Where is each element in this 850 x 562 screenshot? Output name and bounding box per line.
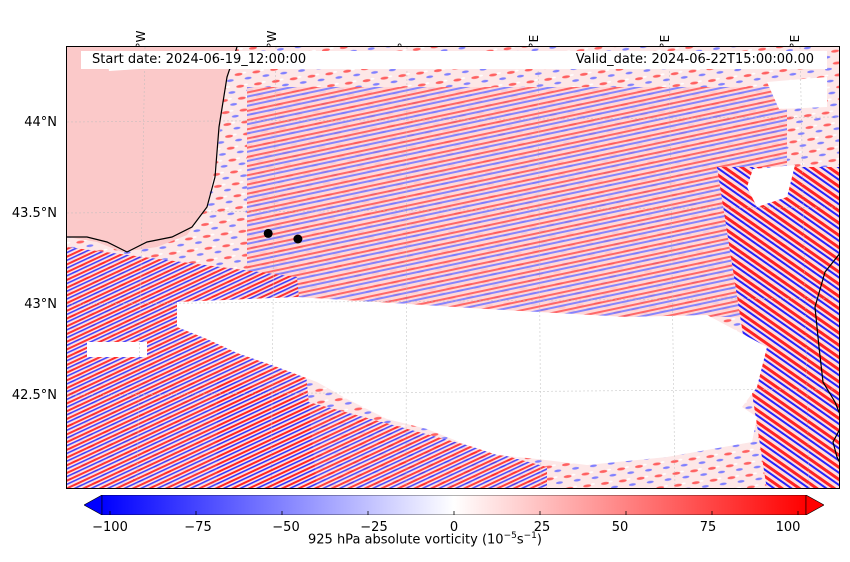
colorbar-tick-label: −50 [272,520,300,535]
lat-tick-label: 42.5°N [11,388,57,403]
lat-tick-label: 43.5°N [11,206,57,221]
colorbar-tick-label: 50 [611,520,629,535]
colorbar-tick-label: 0 [449,520,459,535]
vorticity-field [67,47,839,488]
map-panel[interactable] [66,46,840,489]
colorbar-tick-label: −25 [360,520,388,535]
valid-date-label: Valid_date: 2024-06-22T15:00:00.00 [575,52,814,67]
colorbar-tick-label: 75 [699,520,717,535]
colorbar-tick-label: −100 [92,520,128,535]
colorbar-title: 925 hPa absolute vorticity (10−5s−1) [308,531,542,548]
lat-tick-label: 43°N [24,297,57,312]
location-marker[interactable] [293,234,303,244]
lat-tick-label: 44°N [24,115,57,130]
start-date-label: Start date: 2024-06-19_12:00:00 [92,52,307,67]
colorbar-tick-label: 100 [775,520,801,535]
colorbar-tick-label: −75 [184,520,212,535]
colorbar-tick-label: 25 [533,520,551,535]
location-marker[interactable] [263,228,273,238]
colorbar [84,495,824,515]
